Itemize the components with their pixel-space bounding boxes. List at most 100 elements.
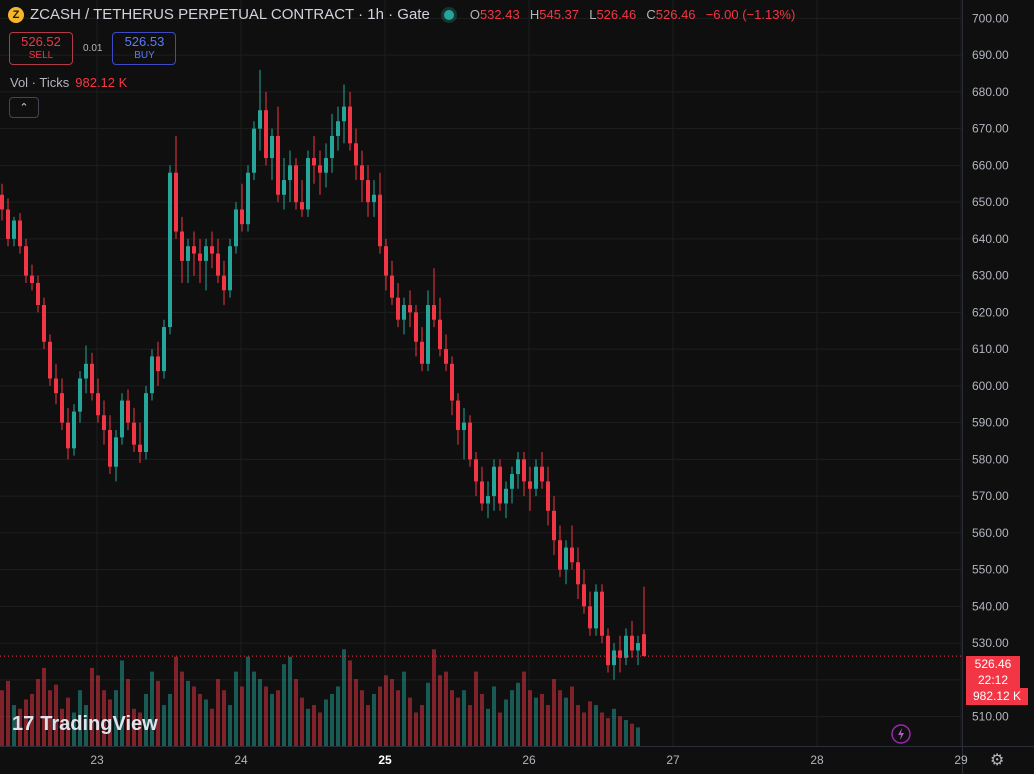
candle-body <box>138 444 142 453</box>
volume-bar <box>276 690 280 746</box>
price-tick-label: 670.00 <box>972 122 1009 136</box>
price-tick-label: 580.00 <box>972 452 1009 466</box>
volume-bar <box>186 680 190 746</box>
candle <box>150 349 154 401</box>
high-key: H <box>529 7 540 22</box>
candle <box>348 91 352 151</box>
volume-bar <box>420 705 424 746</box>
price-tick-label: 700.00 <box>972 11 1009 25</box>
candle-body <box>300 202 304 210</box>
candle-body <box>384 246 388 276</box>
candle-body <box>96 393 100 416</box>
settings-gear-icon[interactable]: ⚙ <box>990 752 1005 769</box>
candle <box>294 158 298 210</box>
volume-bar <box>300 697 304 746</box>
volume-bar <box>534 697 538 746</box>
candle <box>504 481 508 519</box>
candle <box>594 584 598 636</box>
volume-bar <box>78 690 82 746</box>
collapse-legend-button[interactable]: ⌃ <box>9 97 39 118</box>
candle-body <box>450 363 454 401</box>
tradingview-wordmark: TradingView <box>40 713 158 735</box>
candle-body <box>312 158 316 166</box>
candle <box>162 319 166 379</box>
spread-value: 0.01 <box>83 43 103 54</box>
candle-body <box>426 305 430 364</box>
candle-body <box>390 275 394 298</box>
candle <box>138 422 142 464</box>
time-tick-label: 26 <box>522 753 536 767</box>
candle-body <box>360 165 364 181</box>
zcash-coin-icon: Z <box>8 6 24 23</box>
price-tick-label: 640.00 <box>972 232 1009 246</box>
candle <box>120 393 124 445</box>
candle-body <box>72 411 76 449</box>
candle-body <box>246 172 250 225</box>
volume-bar <box>540 693 544 746</box>
price-tick-label: 620.00 <box>972 305 1009 319</box>
buy-button[interactable]: 526.53 BUY <box>112 32 177 65</box>
volume-bar <box>630 723 634 746</box>
symbol-title[interactable]: ZCASH / TETHERUS PERPETUAL CONTRACT · 1h… <box>30 6 430 23</box>
sell-price: 526.52 <box>21 33 61 49</box>
replay-lightning-icon[interactable] <box>891 724 911 744</box>
chevron-up-icon: ⌃ <box>19 102 29 114</box>
candle <box>192 231 196 276</box>
volume-bar <box>588 701 592 746</box>
candle-body <box>186 246 190 261</box>
volume-bar <box>294 679 298 746</box>
volume-bar <box>516 682 520 746</box>
candle-body <box>522 459 526 482</box>
sell-label: SELL <box>28 49 54 61</box>
candle-body <box>204 246 208 261</box>
volume-bar <box>336 686 340 746</box>
volume-legend[interactable]: Vol · Ticks 982.12 K <box>10 75 127 90</box>
candle <box>210 231 214 269</box>
price-tick-label: 690.00 <box>972 48 1009 62</box>
candle <box>84 345 88 394</box>
volume-bar <box>198 693 202 746</box>
candle-body <box>420 341 424 364</box>
volume-bar <box>126 679 130 746</box>
candle <box>0 183 4 221</box>
candle <box>12 216 16 247</box>
price-tick-label: 550.00 <box>972 563 1009 577</box>
volume-bar <box>204 699 208 746</box>
volume-bar <box>114 690 118 746</box>
time-tick-label: 25 <box>378 753 392 767</box>
volume-bar <box>222 690 226 746</box>
volume-bar <box>84 705 88 746</box>
candle-body <box>108 429 112 467</box>
candle <box>156 341 160 386</box>
price-change: −6.00 (−1.13%) <box>705 7 796 22</box>
high-value: 545.37 <box>539 7 580 22</box>
candle-body <box>474 459 478 482</box>
candle-body <box>492 466 496 497</box>
volume-bar <box>288 656 292 746</box>
price-tick-label: 510.00 <box>972 710 1009 724</box>
candle-body <box>60 393 64 423</box>
candle <box>144 385 148 460</box>
candle-body <box>132 422 136 445</box>
candle-body <box>540 466 544 482</box>
volume-bar <box>570 686 574 746</box>
sell-button[interactable]: 526.52 SELL <box>9 32 73 65</box>
volume-bar <box>498 712 502 746</box>
volume-bar <box>600 712 604 746</box>
candle <box>432 268 436 328</box>
volume-bar <box>66 697 70 746</box>
volume-bar <box>354 679 358 746</box>
volume-bar <box>60 708 64 746</box>
price-tick-label: 650.00 <box>972 195 1009 209</box>
candle-body <box>396 297 400 320</box>
candle <box>378 172 382 254</box>
candle <box>318 150 322 195</box>
volume-bar <box>408 697 412 746</box>
candle <box>498 459 502 511</box>
candle <box>618 635 622 673</box>
candle-body <box>486 496 490 504</box>
volume-bar <box>120 660 124 746</box>
candle-body <box>456 400 460 430</box>
candle <box>354 128 358 181</box>
